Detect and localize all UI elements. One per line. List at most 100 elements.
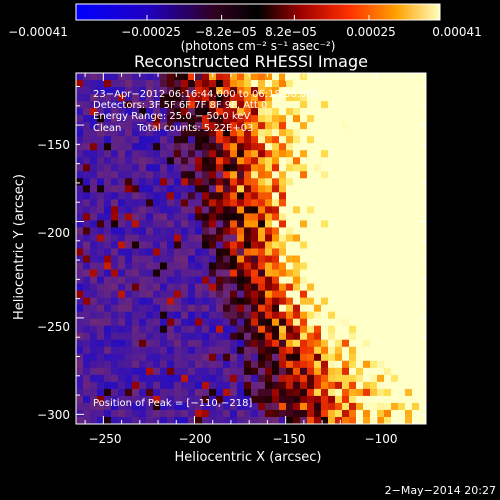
- heatmap-cell: [76, 73, 84, 81]
- heatmap-cell: [321, 143, 329, 151]
- heatmap-cell: [286, 136, 294, 144]
- heatmap-cell: [307, 269, 315, 278]
- heatmap-cell: [153, 311, 161, 320]
- heatmap-cell: [258, 346, 266, 355]
- heatmap-cell: [335, 234, 343, 243]
- heatmap-cell: [118, 304, 126, 313]
- heatmap-cell: [279, 220, 287, 229]
- heatmap-cell: [83, 297, 91, 306]
- heatmap-cell: [314, 276, 322, 285]
- heatmap-cell: [398, 325, 406, 334]
- heatmap-cell: [118, 318, 126, 327]
- heatmap-cell: [272, 80, 280, 88]
- heatmap-cell: [223, 94, 231, 102]
- heatmap-cell: [230, 171, 238, 179]
- heatmap-cell: [195, 262, 203, 271]
- heatmap-cell: [412, 332, 420, 341]
- heatmap-cell: [391, 332, 399, 341]
- heatmap-cell: [370, 122, 378, 130]
- heatmap-cell: [377, 353, 385, 362]
- heatmap-cell: [216, 171, 224, 179]
- heatmap-cell: [363, 297, 371, 306]
- heatmap-cell: [146, 108, 154, 116]
- heatmap-cell: [216, 164, 224, 172]
- heatmap-cell: [265, 269, 273, 278]
- heatmap-cell: [146, 129, 154, 137]
- heatmap-cell: [244, 143, 252, 151]
- heatmap-cell: [286, 381, 294, 390]
- heatmap-cell: [76, 311, 84, 320]
- heatmap-cell: [139, 325, 147, 334]
- heatmap-cell: [146, 297, 154, 306]
- heatmap-cell: [174, 227, 182, 236]
- heatmap-cell: [265, 409, 273, 418]
- heatmap-cell: [125, 87, 133, 95]
- heatmap-cell: [167, 339, 175, 348]
- heatmap-cell: [244, 220, 252, 229]
- heatmap-cell: [223, 248, 231, 257]
- heatmap-cell: [153, 276, 161, 285]
- heatmap-cell: [76, 185, 84, 193]
- heatmap-cell: [244, 353, 252, 362]
- heatmap-cell: [83, 220, 91, 229]
- heatmap-cell: [237, 332, 245, 341]
- heatmap-cell: [76, 395, 84, 404]
- heatmap-cell: [230, 395, 238, 404]
- heatmap-cell: [132, 360, 140, 369]
- heatmap-cell: [258, 416, 266, 424]
- heatmap-cell: [146, 241, 154, 250]
- heatmap-cell: [104, 283, 112, 292]
- heatmap-cell: [76, 402, 84, 411]
- heatmap-cell: [286, 311, 294, 320]
- heatmap-cell: [377, 136, 385, 144]
- heatmap-cell: [398, 409, 406, 418]
- heatmap-cell: [251, 248, 259, 257]
- heatmap-cell: [328, 164, 336, 172]
- heatmap-cell: [97, 290, 105, 299]
- heatmap-cell: [237, 290, 245, 299]
- heatmap-cell: [188, 171, 196, 179]
- heatmap-cell: [258, 241, 266, 250]
- heatmap-cell: [419, 227, 426, 236]
- heatmap-cell: [230, 192, 238, 200]
- heatmap-cell: [272, 171, 280, 179]
- heatmap-cell: [342, 129, 350, 137]
- heatmap-cell: [139, 409, 147, 418]
- heatmap-cell: [384, 262, 392, 271]
- heatmap-cell: [405, 234, 413, 243]
- heatmap-cell: [97, 381, 105, 390]
- heatmap-cell: [300, 157, 308, 165]
- heatmap-cell: [209, 248, 217, 257]
- heatmap-cell: [391, 262, 399, 271]
- heatmap-cell: [125, 255, 133, 264]
- heatmap-cell: [356, 171, 364, 179]
- heatmap-cell: [349, 164, 357, 172]
- heatmap-cell: [97, 185, 105, 193]
- heatmap-cell: [251, 220, 259, 229]
- heatmap-cell: [349, 234, 357, 243]
- heatmap-cell: [160, 346, 168, 355]
- heatmap-cell: [230, 297, 238, 306]
- heatmap-cell: [153, 262, 161, 271]
- heatmap-cell: [321, 409, 329, 418]
- heatmap-cell: [356, 241, 364, 250]
- heatmap-cell: [216, 241, 224, 250]
- heatmap-cell: [195, 129, 203, 137]
- heatmap-cell: [118, 150, 126, 158]
- heatmap-cell: [83, 164, 91, 172]
- heatmap-cell: [251, 353, 259, 362]
- heatmap-cell: [363, 374, 371, 383]
- heatmap-cell: [174, 136, 182, 144]
- heatmap-cell: [251, 297, 259, 306]
- heatmap-cell: [265, 80, 273, 88]
- heatmap-cell: [251, 290, 259, 299]
- heatmap-cell: [230, 80, 238, 88]
- heatmap-cell: [293, 388, 301, 397]
- heatmap-cell: [251, 388, 259, 397]
- heatmap-cell: [293, 367, 301, 376]
- heatmap-cell: [230, 157, 238, 165]
- heatmap-cell: [195, 318, 203, 327]
- heatmap-cell: [314, 381, 322, 390]
- heatmap-cell: [216, 87, 224, 95]
- heatmap-cell: [125, 304, 133, 313]
